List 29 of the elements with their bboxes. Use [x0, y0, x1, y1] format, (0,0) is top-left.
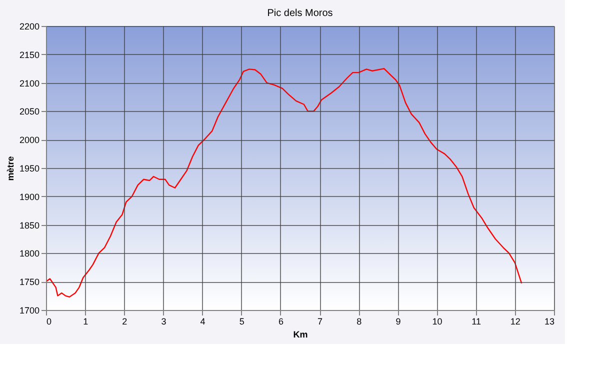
x-tick-label: 1: [83, 316, 88, 326]
x-tick-label: 13: [544, 316, 554, 326]
y-axis-title: mètre: [5, 156, 16, 181]
x-tick-label: 12: [510, 316, 520, 326]
y-tick-label: 1900: [19, 192, 40, 202]
x-tick-label: 4: [200, 316, 206, 326]
y-tick-label: 2100: [19, 78, 40, 88]
y-tick-label: 2200: [19, 22, 40, 32]
x-tick-label: 2: [122, 316, 128, 326]
y-tick-label: 1700: [19, 306, 40, 316]
x-tick-label: 11: [472, 316, 482, 326]
x-tick-label: 10: [432, 316, 442, 326]
x-tick-label: 8: [356, 316, 362, 326]
x-tick-label: 9: [396, 316, 401, 326]
y-tick-label: 1800: [19, 248, 40, 259]
x-tick-label: 3: [161, 316, 166, 326]
x-tick-label: 6: [278, 316, 284, 326]
y-tick-label: 1850: [19, 220, 40, 230]
y-tick-label: 2050: [19, 106, 40, 117]
chart-title: Pic dels Moros: [267, 8, 333, 19]
x-tick-label: 0: [46, 316, 52, 326]
y-tick-label: 1950: [19, 164, 40, 174]
x-axis-title: Km: [293, 330, 308, 340]
y-tick-label: 1750: [19, 277, 40, 288]
y-tick-label: 2000: [19, 135, 40, 146]
y-tick-label: 2150: [19, 50, 40, 60]
line-series: [46, 68, 522, 298]
x-tick-label: 5: [239, 316, 244, 326]
x-tick-label: 7: [318, 316, 323, 326]
